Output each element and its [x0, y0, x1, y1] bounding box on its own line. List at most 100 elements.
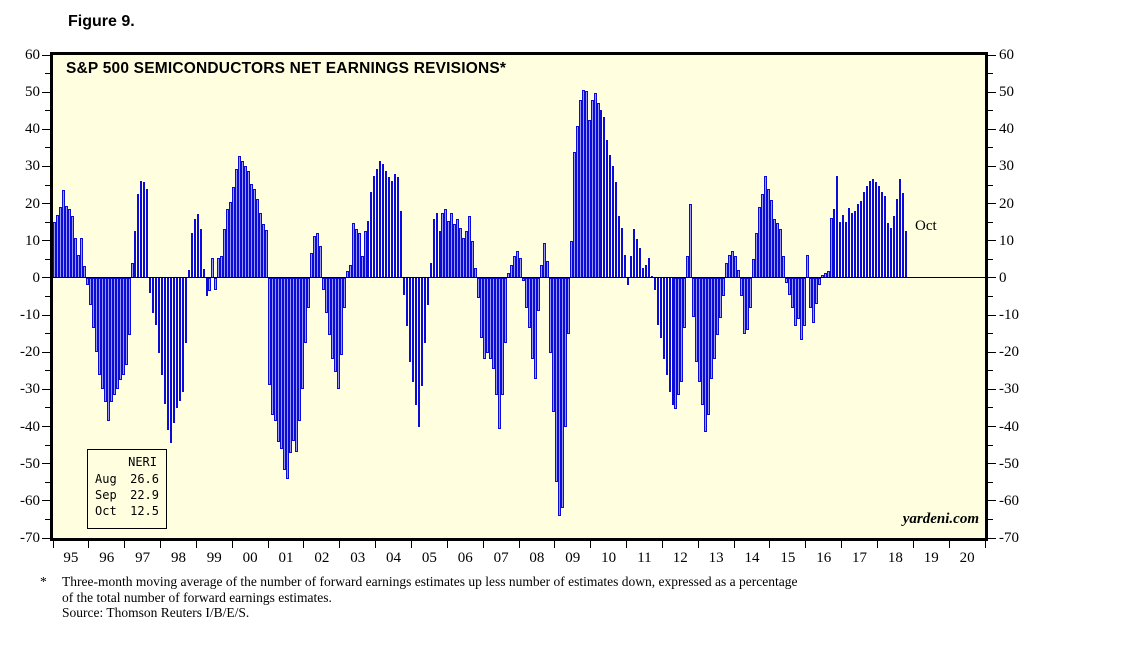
bar — [901, 192, 905, 278]
x-tick — [267, 541, 269, 548]
bar — [587, 120, 591, 278]
x-axis-label: 16 — [816, 550, 832, 566]
y-tick — [42, 388, 50, 390]
bar — [647, 257, 651, 278]
y-tick — [988, 333, 993, 335]
y-tick — [45, 221, 50, 223]
x-tick — [446, 541, 448, 548]
x-axis-label: 00 — [242, 550, 258, 566]
bar — [139, 180, 143, 278]
bar — [217, 257, 221, 278]
bar — [363, 231, 367, 278]
y-axis-label: -20 — [999, 344, 1019, 361]
bar — [465, 231, 469, 278]
bar — [351, 222, 355, 278]
bar — [441, 212, 445, 278]
bar — [569, 240, 573, 278]
bar — [450, 212, 454, 278]
y-tick — [988, 314, 996, 316]
bar — [130, 262, 134, 278]
bar — [456, 219, 460, 278]
bar — [265, 229, 268, 278]
y-axis-label: 20 — [999, 195, 1014, 212]
bar — [319, 245, 322, 278]
y-axis-label: 30 — [999, 158, 1014, 175]
bar — [142, 182, 146, 278]
bar — [369, 192, 373, 278]
bar — [776, 222, 779, 278]
bar — [844, 222, 848, 278]
footnote-marker: * — [40, 574, 47, 589]
bar — [773, 219, 776, 278]
x-axis-label: 06 — [457, 550, 473, 566]
bar — [566, 277, 570, 334]
bar — [623, 254, 627, 278]
bar — [883, 195, 887, 278]
bar — [133, 231, 137, 278]
bar — [605, 140, 609, 278]
bar — [782, 255, 785, 278]
y-tick — [988, 537, 996, 539]
bar — [310, 252, 313, 278]
bar — [689, 203, 693, 278]
y-tick — [988, 147, 993, 149]
x-axis-label: 03 — [350, 550, 366, 566]
bar — [235, 169, 239, 278]
bar — [229, 201, 233, 278]
y-axis-label: 10 — [25, 232, 40, 249]
bar — [316, 232, 319, 278]
bar — [444, 209, 448, 278]
y-axis-label: 40 — [999, 121, 1014, 138]
legend-row: Sep 22.9 — [95, 487, 159, 503]
bar — [381, 163, 385, 278]
bar — [898, 179, 902, 278]
bar — [187, 270, 191, 278]
bar — [737, 270, 740, 278]
y-axis-label: -10 — [999, 307, 1019, 324]
bar — [393, 173, 397, 278]
bar — [145, 189, 149, 278]
x-tick — [52, 541, 54, 548]
bar — [892, 215, 896, 278]
bar — [342, 277, 346, 308]
bar — [199, 229, 203, 278]
bar — [802, 277, 806, 327]
x-axis-label: 96 — [99, 550, 115, 566]
x-tick — [733, 541, 735, 548]
y-tick — [988, 221, 993, 223]
bar — [250, 183, 253, 278]
y-tick — [45, 258, 50, 260]
bar — [841, 214, 845, 278]
bar — [348, 264, 352, 278]
bar — [432, 219, 436, 278]
watermark: yardeni.com — [902, 511, 979, 527]
bar — [725, 262, 728, 278]
y-tick — [988, 54, 996, 56]
y-tick — [42, 203, 50, 205]
bar — [686, 256, 690, 278]
bar — [886, 222, 890, 278]
x-axis-label: 05 — [421, 550, 437, 566]
bar — [584, 91, 588, 278]
bar — [357, 232, 361, 278]
bar — [438, 231, 442, 278]
y-tick — [988, 444, 993, 446]
y-tick — [42, 240, 50, 242]
x-tick — [231, 541, 233, 548]
x-axis-label: 08 — [529, 550, 545, 566]
bar — [193, 219, 197, 278]
bar — [468, 215, 472, 278]
x-axis-label: 11 — [637, 550, 652, 566]
y-tick — [42, 165, 50, 167]
y-tick — [45, 296, 50, 297]
x-tick — [375, 541, 377, 548]
bar — [426, 277, 430, 305]
bar — [62, 189, 65, 278]
bar — [635, 239, 639, 278]
x-tick — [626, 541, 628, 548]
x-tick — [88, 541, 90, 548]
y-axis-label: -50 — [20, 455, 40, 472]
x-axis-label: 17 — [852, 550, 868, 566]
legend-month: Aug — [95, 472, 117, 486]
bar — [208, 277, 212, 292]
